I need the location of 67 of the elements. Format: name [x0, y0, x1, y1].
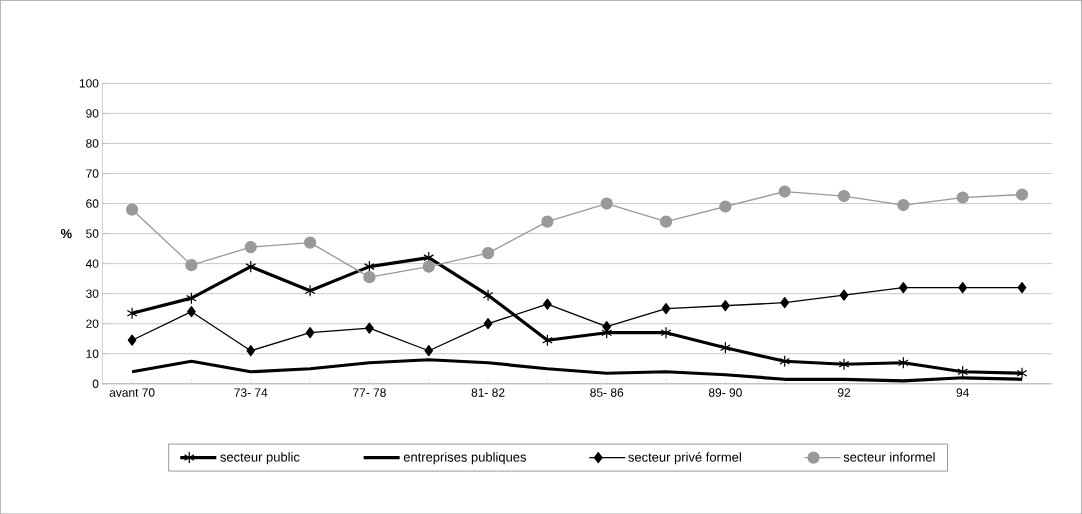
x-tick-label: 77- 78 — [353, 388, 386, 397]
x-tick-label: 94 — [956, 388, 969, 397]
x-tick-label: 85- 86 — [590, 388, 624, 397]
point — [363, 270, 376, 284]
point — [126, 306, 138, 320]
point — [482, 288, 494, 302]
point — [127, 334, 137, 346]
point — [424, 345, 434, 357]
point — [244, 240, 257, 254]
point — [542, 333, 553, 347]
point — [660, 326, 672, 339]
point — [897, 198, 910, 212]
point — [838, 358, 850, 371]
point — [958, 281, 968, 294]
y-tick-label: 40 — [85, 259, 99, 268]
point — [303, 236, 317, 249]
point — [1015, 188, 1029, 201]
y-tick-label: 10 — [86, 349, 99, 358]
point — [659, 215, 673, 228]
point — [186, 291, 197, 305]
point — [541, 215, 554, 228]
point — [780, 296, 790, 309]
point — [483, 317, 493, 330]
point — [719, 200, 732, 213]
point — [304, 284, 316, 297]
point — [1016, 367, 1028, 380]
x-tick-label: 81- 82 — [471, 388, 505, 397]
point — [837, 189, 851, 203]
point — [661, 302, 671, 315]
point — [957, 365, 969, 378]
x-tick-label: 73- 74 — [234, 388, 268, 397]
y-tick-label: 90 — [86, 109, 99, 118]
point — [600, 197, 613, 210]
y-tick-label: 50 — [86, 229, 99, 238]
y-tick-label: 80 — [86, 139, 99, 148]
y-tick-label: 100 — [79, 79, 99, 88]
point — [246, 345, 256, 357]
legend-label: secteur privé formel — [628, 451, 741, 465]
y-axis-title: % — [60, 228, 72, 239]
point — [126, 203, 139, 216]
point — [185, 258, 198, 272]
point — [365, 322, 374, 334]
x-tick-label: 92 — [837, 388, 851, 397]
point — [481, 246, 495, 260]
point — [839, 289, 849, 301]
point — [422, 260, 435, 273]
point — [543, 298, 552, 310]
point — [364, 260, 375, 273]
point — [897, 356, 909, 369]
point — [778, 185, 791, 198]
y-tick-label: 0 — [92, 379, 99, 388]
legend-label: secteur public — [220, 452, 300, 465]
x-tick-label: avant 70 — [109, 388, 155, 397]
y-tick-label: 70 — [86, 169, 99, 178]
y-tick-label: 30 — [86, 289, 99, 298]
point — [602, 320, 612, 333]
legend-label: entreprises publiques — [403, 452, 527, 465]
point — [305, 326, 315, 339]
y-tick-label: 20 — [86, 319, 99, 328]
point — [1017, 281, 1027, 294]
point — [245, 260, 257, 273]
x-tick-label: 89- 90 — [708, 388, 742, 397]
legend-label: secteur informel — [843, 452, 935, 462]
y-tick-label: 60 — [86, 199, 99, 208]
point — [779, 355, 791, 368]
point — [956, 191, 969, 204]
point — [720, 341, 731, 354]
